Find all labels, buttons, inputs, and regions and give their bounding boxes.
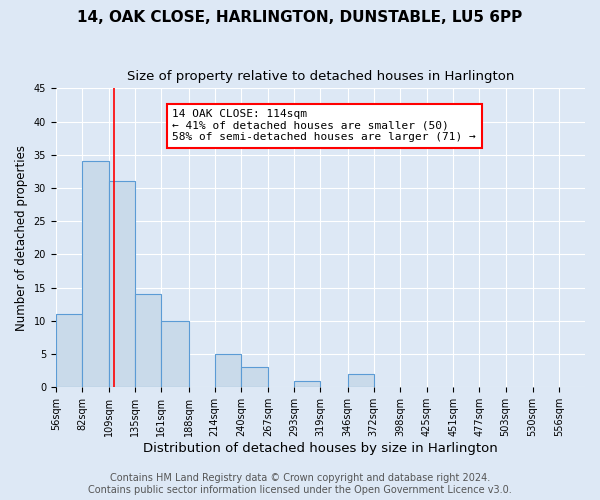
Bar — [82, 162, 109, 388]
Y-axis label: Number of detached properties: Number of detached properties — [15, 145, 28, 331]
Text: 14, OAK CLOSE, HARLINGTON, DUNSTABLE, LU5 6PP: 14, OAK CLOSE, HARLINGTON, DUNSTABLE, LU… — [77, 10, 523, 25]
Text: Contains HM Land Registry data © Crown copyright and database right 2024.
Contai: Contains HM Land Registry data © Crown c… — [88, 474, 512, 495]
Bar — [56, 314, 82, 388]
Title: Size of property relative to detached houses in Harlington: Size of property relative to detached ho… — [127, 70, 514, 83]
Text: 14 OAK CLOSE: 114sqm
← 41% of detached houses are smaller (50)
58% of semi-detac: 14 OAK CLOSE: 114sqm ← 41% of detached h… — [172, 110, 476, 142]
X-axis label: Distribution of detached houses by size in Harlington: Distribution of detached houses by size … — [143, 442, 498, 455]
Bar — [294, 380, 320, 388]
Bar — [347, 374, 374, 388]
Bar — [215, 354, 241, 388]
Bar — [109, 182, 135, 388]
Bar — [161, 321, 188, 388]
Bar — [241, 368, 268, 388]
Bar — [135, 294, 161, 388]
